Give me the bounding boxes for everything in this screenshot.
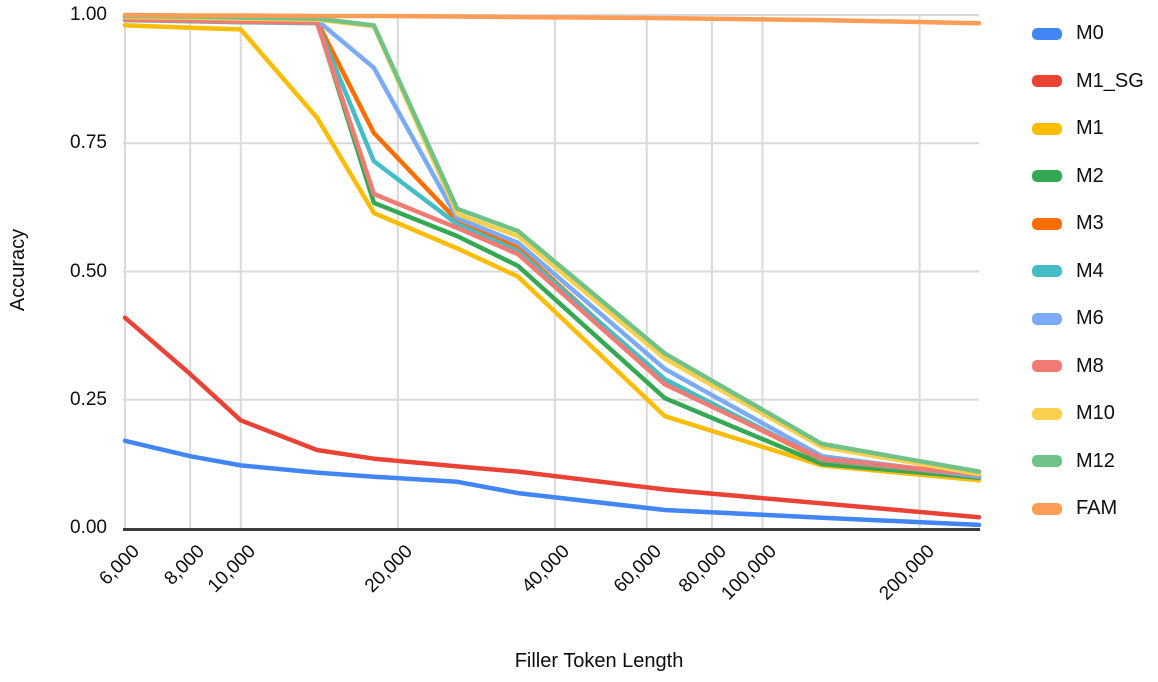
legend-label: M1_SG <box>1076 69 1144 92</box>
y-tick-label: 1.00 <box>70 4 107 25</box>
series-line-FAM <box>122 12 982 26</box>
legend-item-M4: M4 <box>1032 248 1144 296</box>
legend-label: M12 <box>1076 449 1115 472</box>
series-line-M6 <box>122 14 982 479</box>
legend-label: M0 <box>1076 22 1104 45</box>
legend-swatch <box>1032 312 1062 325</box>
legend-item-M2: M2 <box>1032 153 1144 201</box>
x-axis-title: Filler Token Length <box>514 650 684 672</box>
legend-label: M8 <box>1076 354 1104 377</box>
series-line-M8 <box>122 17 982 477</box>
legend-swatch <box>1032 217 1062 230</box>
legend-swatch <box>1032 502 1062 515</box>
y-tick-label: 0.00 <box>70 517 107 538</box>
legend-swatch <box>1032 455 1062 468</box>
legend-swatch <box>1032 27 1062 40</box>
series-line-M2 <box>122 15 982 480</box>
legend-item-M3: M3 <box>1032 200 1144 248</box>
legend-item-M0: M0 <box>1032 10 1144 58</box>
legend-swatch <box>1032 75 1062 88</box>
y-axis-title: Accuracy <box>7 228 29 312</box>
series-lines <box>122 12 982 528</box>
series-line-M10 <box>122 14 982 477</box>
legend-label: M10 <box>1076 402 1115 425</box>
legend-swatch <box>1032 360 1062 373</box>
legend-item-M1: M1 <box>1032 105 1144 153</box>
legend-label: M4 <box>1076 259 1104 282</box>
legend-swatch <box>1032 407 1062 420</box>
y-tick-label: 0.75 <box>70 132 107 154</box>
series-line-M4 <box>122 17 982 478</box>
legend-item-M6: M6 <box>1032 295 1144 343</box>
legend-item-M10: M10 <box>1032 390 1144 438</box>
legend-item-M1_SG: M1_SG <box>1032 58 1144 106</box>
series-line-M0 <box>122 438 982 528</box>
legend-label: M3 <box>1076 212 1104 235</box>
legend-item-M8: M8 <box>1032 343 1144 391</box>
legend-item-FAM: FAM <box>1032 485 1144 533</box>
series-line-M1_SG <box>122 315 982 520</box>
legend-label: M2 <box>1076 164 1104 187</box>
legend-item-M12: M12 <box>1032 438 1144 486</box>
legend-swatch <box>1032 265 1062 278</box>
legend: M0 M1_SG M1 M2 M3 M4 M6 M8 M10 M12 FAM <box>1032 10 1144 533</box>
series-line-M12 <box>122 13 982 474</box>
series-line-M3 <box>122 15 982 478</box>
legend-label: M1 <box>1076 117 1104 140</box>
y-tick-label: 0.25 <box>70 388 107 410</box>
series-line-M1 <box>122 23 982 483</box>
legend-label: M6 <box>1076 307 1104 330</box>
legend-swatch <box>1032 122 1062 135</box>
legend-swatch <box>1032 170 1062 183</box>
y-tick-label: 0.50 <box>70 260 107 282</box>
legend-label: FAM <box>1076 497 1118 520</box>
